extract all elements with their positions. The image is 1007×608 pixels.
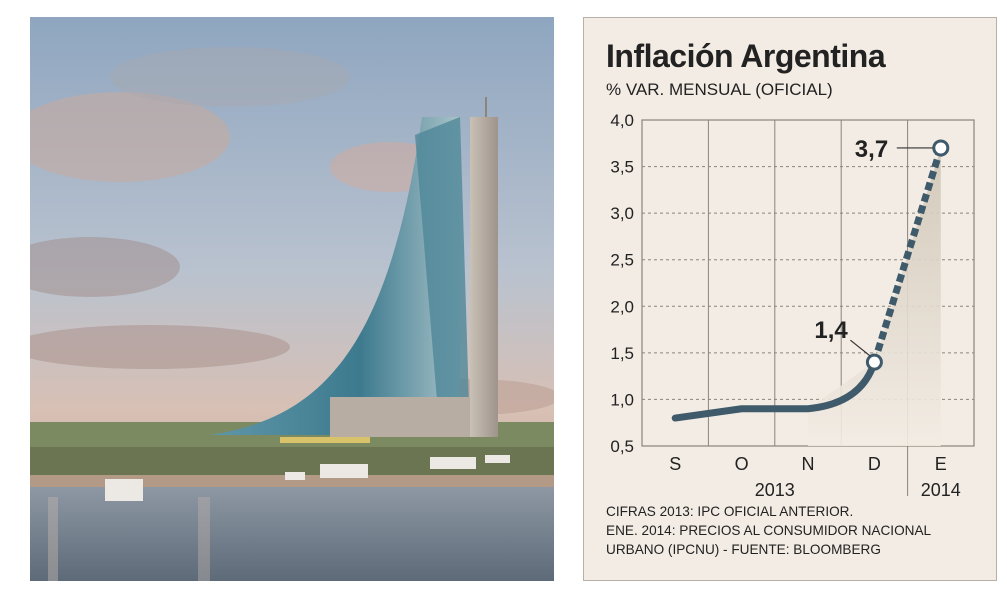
y-tick-label: 4,0: [610, 111, 634, 130]
footnote-line: ENE. 2014: PRECIOS AL CONSUMIDOR NACIONA…: [606, 523, 932, 538]
chart-title: Inflación Argentina: [606, 38, 886, 74]
inflation-chart-panel: Inflación Argentina % VAR. MENSUAL (OFIC…: [583, 17, 997, 581]
y-axis-ticks: 4,0 3,5 3,0 2,5 2,0 1,5 1,0 0,5: [610, 111, 634, 456]
x-tick-label: S: [669, 454, 681, 474]
tower-photo: [30, 17, 554, 581]
year-label-2013: 2013: [755, 480, 795, 498]
footnote-line: CIFRAS 2013: IPC OFICIAL ANTERIOR.: [606, 504, 854, 519]
x-tick-label: O: [735, 454, 749, 474]
footnote: CIFRAS 2013: IPC OFICIAL ANTERIOR. ENE. …: [606, 502, 931, 559]
chart-subtitle: % VAR. MENSUAL (OFICIAL): [606, 80, 833, 99]
annotations: 1,4 3,7: [814, 136, 933, 357]
series-line: [671, 146, 945, 422]
y-tick-label: 0,5: [610, 437, 634, 456]
tower-illustration: [30, 17, 554, 581]
y-tick-label: 3,0: [610, 204, 634, 223]
data-point-marker: [865, 353, 883, 371]
annotation-leader: [850, 339, 871, 357]
data-point-marker: [932, 139, 950, 157]
footnote-line: URBANO (IPCNU) - FUENTE: BLOOMBERG: [606, 542, 881, 557]
series-line-solid: [671, 358, 878, 422]
line-chart: 4,0 3,5 3,0 2,5 2,0 1,5 1,0 0,5 S O N D E 2013 2014 1…: [610, 111, 975, 498]
annotation-label: 3,7: [855, 136, 888, 163]
area-fill: [808, 147, 941, 446]
x-axis-ticks: S O N D E 2013 2014: [669, 446, 961, 498]
y-tick-label: 3,5: [610, 158, 634, 177]
data-points: [865, 139, 950, 371]
x-tick-label: E: [935, 454, 947, 474]
year-label-2014: 2014: [921, 480, 961, 498]
annotation-label: 1,4: [814, 317, 848, 344]
x-tick-label: D: [868, 454, 881, 474]
x-tick-label: N: [802, 454, 815, 474]
series-line-dashed: [871, 146, 945, 364]
y-tick-label: 1,0: [610, 390, 634, 409]
y-tick-label: 2,0: [610, 297, 634, 316]
y-tick-label: 1,5: [610, 344, 634, 363]
y-tick-label: 2,5: [610, 251, 634, 270]
area-under-curve: [808, 147, 941, 446]
